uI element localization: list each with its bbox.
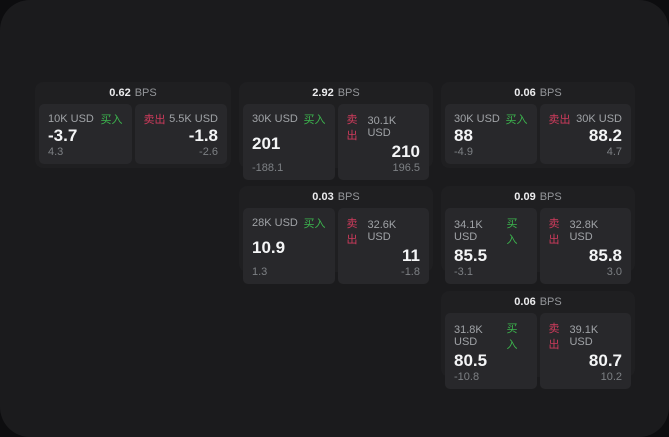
buy-size: 28K USD bbox=[252, 217, 298, 229]
spread-header: 0.09 BPS bbox=[441, 186, 635, 208]
sell-price: 85.8 bbox=[588, 246, 622, 265]
buy-tag: 买入 bbox=[506, 218, 518, 246]
buy-quote-tile[interactable]: 30K USD 买入 201 -188.1 bbox=[243, 104, 335, 180]
spread-value: 2.92 bbox=[312, 87, 334, 99]
buy-size: 30K USD bbox=[252, 113, 298, 125]
buy-quote-tile[interactable]: 30K USD 买入 88 -4.9 bbox=[445, 104, 537, 164]
spread-unit: BPS bbox=[134, 87, 157, 99]
sell-tag: 卖出 bbox=[143, 114, 166, 126]
spread-value: 0.62 bbox=[109, 87, 131, 99]
sell-tag: 卖出 bbox=[548, 218, 560, 246]
sell-quote-tile[interactable]: 卖出 30K USD 88.2 4.7 bbox=[539, 104, 631, 164]
sell-delta: 4.7 bbox=[606, 146, 622, 158]
sell-price: 11 bbox=[402, 246, 420, 265]
buy-price: 80.5 bbox=[454, 351, 488, 370]
sell-delta: 3.0 bbox=[606, 265, 622, 278]
spread-header: 0.06 BPS bbox=[441, 82, 635, 104]
buy-delta: -3.1 bbox=[454, 265, 473, 278]
sell-size: 32.8K USD bbox=[569, 219, 599, 243]
spread-value: 0.06 bbox=[514, 296, 536, 308]
quote-body: 30K USD 买入 201 -188.1 卖出 30.1K USD 210 1… bbox=[239, 104, 433, 184]
spread-unit: BPS bbox=[337, 87, 360, 99]
quote-card: 0.62 BPS 10K USD 买入 -3.7 4.3 卖出 5.5K USD… bbox=[35, 82, 231, 168]
sell-size: 30K USD bbox=[576, 113, 622, 125]
sell-size: 30.1K USD bbox=[367, 115, 397, 139]
buy-size: 34.1K USD bbox=[454, 219, 483, 243]
buy-delta: -10.8 bbox=[454, 370, 480, 383]
buy-quote-tile[interactable]: 28K USD 买入 10.9 1.3 bbox=[243, 208, 335, 284]
quote-card: 0.03 BPS 28K USD 买入 10.9 1.3 卖出 32.6K US… bbox=[239, 186, 433, 284]
buy-tag: 买入 bbox=[506, 323, 518, 351]
buy-tag: 买入 bbox=[505, 114, 528, 126]
quote-body: 10K USD 买入 -3.7 4.3 卖出 5.5K USD -1.8 -2.… bbox=[35, 104, 231, 168]
quote-card: 0.09 BPS 34.1K USD 买入 85.5 -3.1 卖出 32.8K… bbox=[441, 186, 635, 284]
spread-value: 0.06 bbox=[514, 87, 536, 99]
buy-delta: -188.1 bbox=[252, 161, 284, 174]
spread-unit: BPS bbox=[539, 296, 562, 308]
buy-size: 30K USD bbox=[454, 113, 500, 125]
buy-size: 10K USD bbox=[48, 113, 94, 125]
quote-card: 0.06 BPS 31.8K USD 买入 80.5 -10.8 卖出 39.1… bbox=[441, 291, 635, 389]
buy-tag: 买入 bbox=[303, 218, 326, 230]
sell-tag: 卖出 bbox=[548, 323, 560, 351]
sell-tag: 卖出 bbox=[548, 114, 571, 126]
quote-card: 2.92 BPS 30K USD 买入 201 -188.1 卖出 30.1K … bbox=[239, 82, 433, 180]
sell-size: 32.6K USD bbox=[367, 219, 397, 243]
sell-delta: -2.6 bbox=[199, 146, 218, 158]
quote-body: 28K USD 买入 10.9 1.3 卖出 32.6K USD 11 -1.8 bbox=[239, 208, 433, 288]
buy-price: 85.5 bbox=[454, 246, 488, 265]
sell-delta: 10.2 bbox=[600, 370, 622, 383]
buy-quote-tile[interactable]: 34.1K USD 买入 85.5 -3.1 bbox=[445, 208, 537, 284]
buy-tag: 买入 bbox=[303, 114, 326, 126]
spread-value: 0.09 bbox=[514, 191, 536, 203]
quote-body: 30K USD 买入 88 -4.9 卖出 30K USD 88.2 4.7 bbox=[441, 104, 635, 168]
sell-quote-tile[interactable]: 卖出 39.1K USD 80.7 10.2 bbox=[539, 313, 631, 389]
sell-tag: 卖出 bbox=[346, 114, 358, 142]
quote-body: 31.8K USD 买入 80.5 -10.8 卖出 39.1K USD 80.… bbox=[441, 313, 635, 393]
sell-size: 39.1K USD bbox=[569, 324, 599, 348]
spread-header: 0.03 BPS bbox=[239, 186, 433, 208]
buy-size: 31.8K USD bbox=[454, 324, 483, 348]
quote-card: 0.06 BPS 30K USD 买入 88 -4.9 卖出 30K USD 8… bbox=[441, 82, 635, 168]
sell-delta: -1.8 bbox=[401, 265, 420, 278]
buy-delta: -4.9 bbox=[454, 146, 473, 158]
buy-price: 201 bbox=[252, 134, 281, 153]
spread-header: 2.92 BPS bbox=[239, 82, 433, 104]
quote-body: 34.1K USD 买入 85.5 -3.1 卖出 32.8K USD 85.8… bbox=[441, 208, 635, 288]
sell-price: 88.2 bbox=[588, 126, 622, 146]
sell-price: -1.8 bbox=[188, 126, 218, 146]
spread-header: 0.62 BPS bbox=[35, 82, 231, 104]
sell-quote-tile[interactable]: 卖出 32.6K USD 11 -1.8 bbox=[337, 208, 429, 284]
spread-header: 0.06 BPS bbox=[441, 291, 635, 313]
sell-quote-tile[interactable]: 卖出 30.1K USD 210 196.5 bbox=[337, 104, 429, 180]
buy-quote-tile[interactable]: 31.8K USD 买入 80.5 -10.8 bbox=[445, 313, 537, 389]
buy-quote-tile[interactable]: 10K USD 买入 -3.7 4.3 bbox=[39, 104, 132, 164]
spread-unit: BPS bbox=[539, 87, 562, 99]
buy-price: 88 bbox=[454, 126, 473, 146]
buy-delta: 4.3 bbox=[48, 146, 64, 158]
buy-price: 10.9 bbox=[252, 238, 286, 257]
spread-value: 0.03 bbox=[312, 191, 334, 203]
buy-delta: 1.3 bbox=[252, 265, 268, 278]
sell-quote-tile[interactable]: 卖出 5.5K USD -1.8 -2.6 bbox=[134, 104, 227, 164]
sell-quote-tile[interactable]: 卖出 32.8K USD 85.8 3.0 bbox=[539, 208, 631, 284]
spread-unit: BPS bbox=[539, 191, 562, 203]
sell-tag: 卖出 bbox=[346, 218, 358, 246]
buy-price: -3.7 bbox=[48, 126, 78, 146]
sell-price: 210 bbox=[391, 142, 420, 161]
spread-unit: BPS bbox=[337, 191, 360, 203]
sell-size: 5.5K USD bbox=[169, 113, 218, 125]
sell-price: 80.7 bbox=[588, 351, 622, 370]
buy-tag: 买入 bbox=[100, 114, 123, 126]
sell-delta: 196.5 bbox=[392, 161, 420, 174]
